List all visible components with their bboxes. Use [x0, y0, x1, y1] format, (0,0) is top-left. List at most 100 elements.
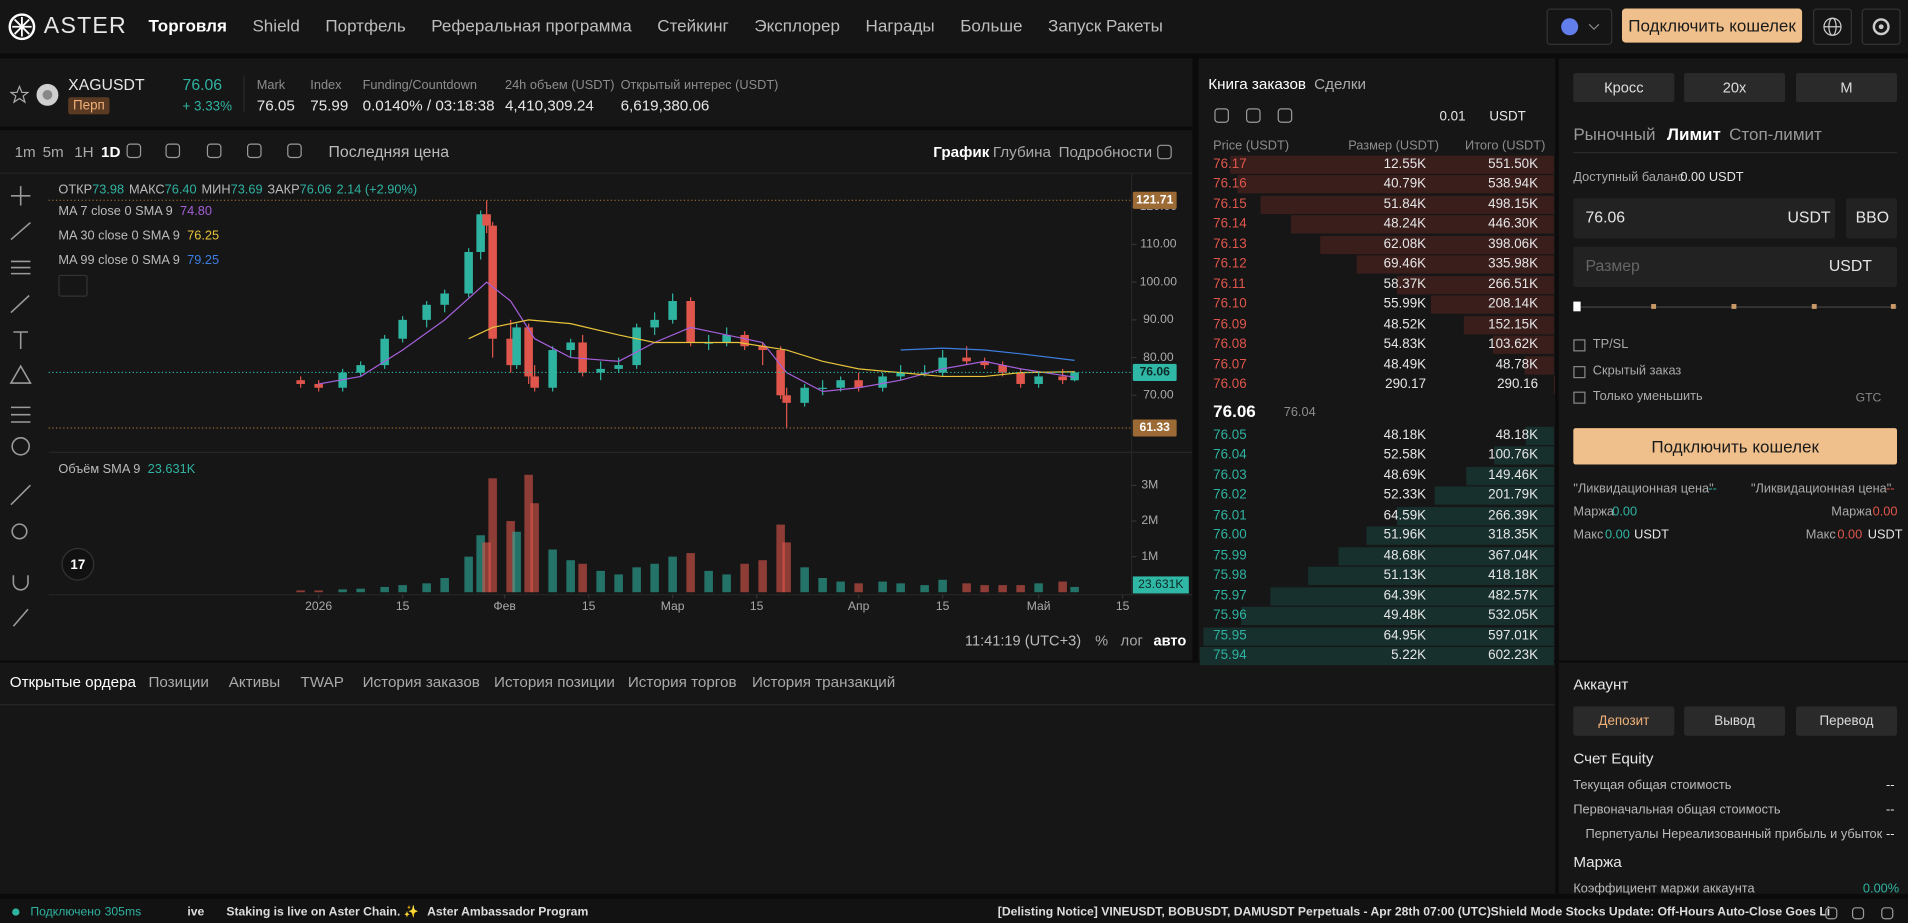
bottom-tab[interactable]: История позиции [494, 673, 615, 691]
book-tab[interactable]: Книга заказов [1208, 75, 1307, 93]
news-item[interactable]: Staking is live on Aster Chain. ✨ [226, 905, 419, 920]
toolbar-icon[interactable] [287, 143, 302, 159]
depth-bar [1431, 295, 1554, 314]
separator [0, 704, 1556, 706]
depth-bar [1236, 175, 1554, 194]
nav-item[interactable]: Портфель [325, 15, 406, 36]
checkbox-label: Скрытый заказ [1592, 363, 1682, 378]
book-size: 52.33K [1383, 488, 1427, 503]
nav-item[interactable]: Больше [960, 15, 1023, 36]
bottom-tab[interactable]: Открытые ордера [9, 673, 136, 691]
news-item[interactable]: Shield Mode Stocks Update: Off-Hours Aut… [1490, 905, 1831, 920]
book-col: Размер (USDT) [1348, 138, 1439, 154]
bottom-tab[interactable]: Активы [228, 673, 281, 691]
interval[interactable]: 1H [74, 143, 94, 161]
bottom-tab[interactable]: История транзакций [751, 673, 896, 691]
scale-button[interactable]: лог [1120, 632, 1143, 650]
bottom-tab[interactable]: История торгов [627, 673, 737, 691]
chart-view[interactable]: Глубина [992, 143, 1052, 161]
book-unit[interactable]: USDT [1489, 109, 1526, 125]
social-icon[interactable] [1881, 907, 1894, 920]
book-total: 398.06K [1488, 236, 1539, 252]
news-item[interactable]: Aster Ambassador Program [427, 905, 589, 920]
nav-item[interactable]: Награды [865, 15, 935, 36]
book-price: 76.05 [1213, 428, 1247, 443]
price-chart: 70.0080.0090.00100.00110.00120.00202615Ф… [48, 173, 1193, 613]
fullscreen[interactable] [1157, 144, 1172, 160]
interval[interactable]: 1m [14, 143, 36, 161]
social-icon[interactable] [1825, 907, 1838, 920]
price-input[interactable] [1573, 198, 1835, 239]
nav-item[interactable]: Запуск Ракеты [1048, 15, 1163, 36]
book-view-icon[interactable] [1277, 108, 1293, 123]
account-button[interactable]: Вывод [1684, 706, 1786, 736]
nav-item[interactable]: Стейкинг [657, 15, 729, 36]
ohlc-label: ЗАКР [267, 182, 300, 198]
candle-body [836, 380, 845, 388]
volume-bar [896, 583, 905, 593]
connect-wallet[interactable]: Подключить кошелек [1621, 8, 1803, 43]
chart-view[interactable]: График [933, 143, 990, 161]
size-input[interactable] [1573, 246, 1897, 287]
nav-item[interactable]: Торговля [148, 15, 227, 36]
collapse-legend[interactable] [58, 274, 88, 297]
settings[interactable] [1861, 8, 1901, 45]
bbo-button[interactable] [1845, 198, 1897, 239]
tv-logo[interactable]: 17 [61, 547, 95, 581]
volume-bar [506, 521, 515, 593]
language[interactable] [1813, 8, 1852, 45]
scale-button[interactable]: авто [1153, 632, 1187, 650]
order-type[interactable]: Лимит [1667, 124, 1721, 144]
order-type[interactable]: Стоп-лимит [1729, 124, 1822, 144]
news-item[interactable]: [Delisting Notice] VINEUSDT, BOBUSDT, DA… [997, 905, 1491, 920]
margin-button[interactable]: Кросс [1573, 72, 1675, 103]
bottom-tab[interactable]: История заказов [362, 673, 480, 691]
price-type[interactable]: Последняя цена [328, 142, 449, 161]
book-view-icon[interactable] [1246, 108, 1261, 123]
max-label: Макс [1805, 527, 1836, 543]
book-view-icon[interactable] [1214, 108, 1229, 123]
checkbox[interactable] [1573, 365, 1586, 378]
volume-bar [800, 567, 809, 593]
logo[interactable]: ASTER [43, 13, 127, 39]
tif[interactable]: GTC [1855, 391, 1882, 405]
book-tick[interactable]: 0.01 [1439, 109, 1466, 125]
drawing-toolbar[interactable] [0, 176, 44, 660]
toolbar-icon[interactable] [247, 143, 262, 159]
symbol[interactable]: XAGUSDT [68, 75, 145, 94]
volume-bar [686, 553, 695, 593]
account-button[interactable]: Депозит [1573, 706, 1675, 736]
candle-body [776, 350, 785, 396]
submit[interactable]: Подключить кошелек [1573, 428, 1897, 465]
margin-button[interactable]: M [1795, 72, 1897, 103]
bottom-tab[interactable]: TWAP [300, 673, 344, 691]
slider[interactable] [1575, 306, 1897, 308]
nav-item[interactable]: Shield [252, 15, 300, 36]
separator [243, 75, 245, 112]
chart-view[interactable]: Подробности [1058, 143, 1153, 161]
checkbox[interactable] [1573, 391, 1586, 404]
nav-item[interactable]: Реферальная программа [431, 15, 632, 36]
interval[interactable]: 5m [42, 143, 64, 161]
book-total: 149.46K [1488, 468, 1539, 483]
interval[interactable]: 1D [100, 143, 121, 161]
checkbox[interactable] [1573, 339, 1586, 352]
nav-item[interactable]: Эксплорер [754, 15, 840, 36]
network-select[interactable] [1546, 8, 1613, 45]
bottom-tab[interactable]: Позиции [148, 673, 209, 691]
y-tick-label: 80.00 [1143, 350, 1174, 364]
favorite[interactable] [9, 85, 30, 104]
margin-button[interactable]: 20x [1684, 72, 1786, 103]
order-type[interactable]: Рыночный [1573, 124, 1656, 144]
book-price: 76.11 [1213, 276, 1246, 292]
toolbar-icon[interactable] [165, 143, 181, 159]
news-item[interactable]: ive [187, 905, 205, 920]
social-icon[interactable] [1851, 907, 1865, 920]
account-button[interactable]: Перевод [1795, 706, 1897, 736]
volume-bar [878, 581, 887, 593]
book-tab[interactable]: Сделки [1314, 75, 1366, 93]
toolbar-icon[interactable] [126, 143, 142, 159]
scale-button[interactable]: % [1095, 632, 1109, 650]
volume-bar [1034, 583, 1043, 593]
toolbar-icon[interactable] [206, 143, 222, 159]
